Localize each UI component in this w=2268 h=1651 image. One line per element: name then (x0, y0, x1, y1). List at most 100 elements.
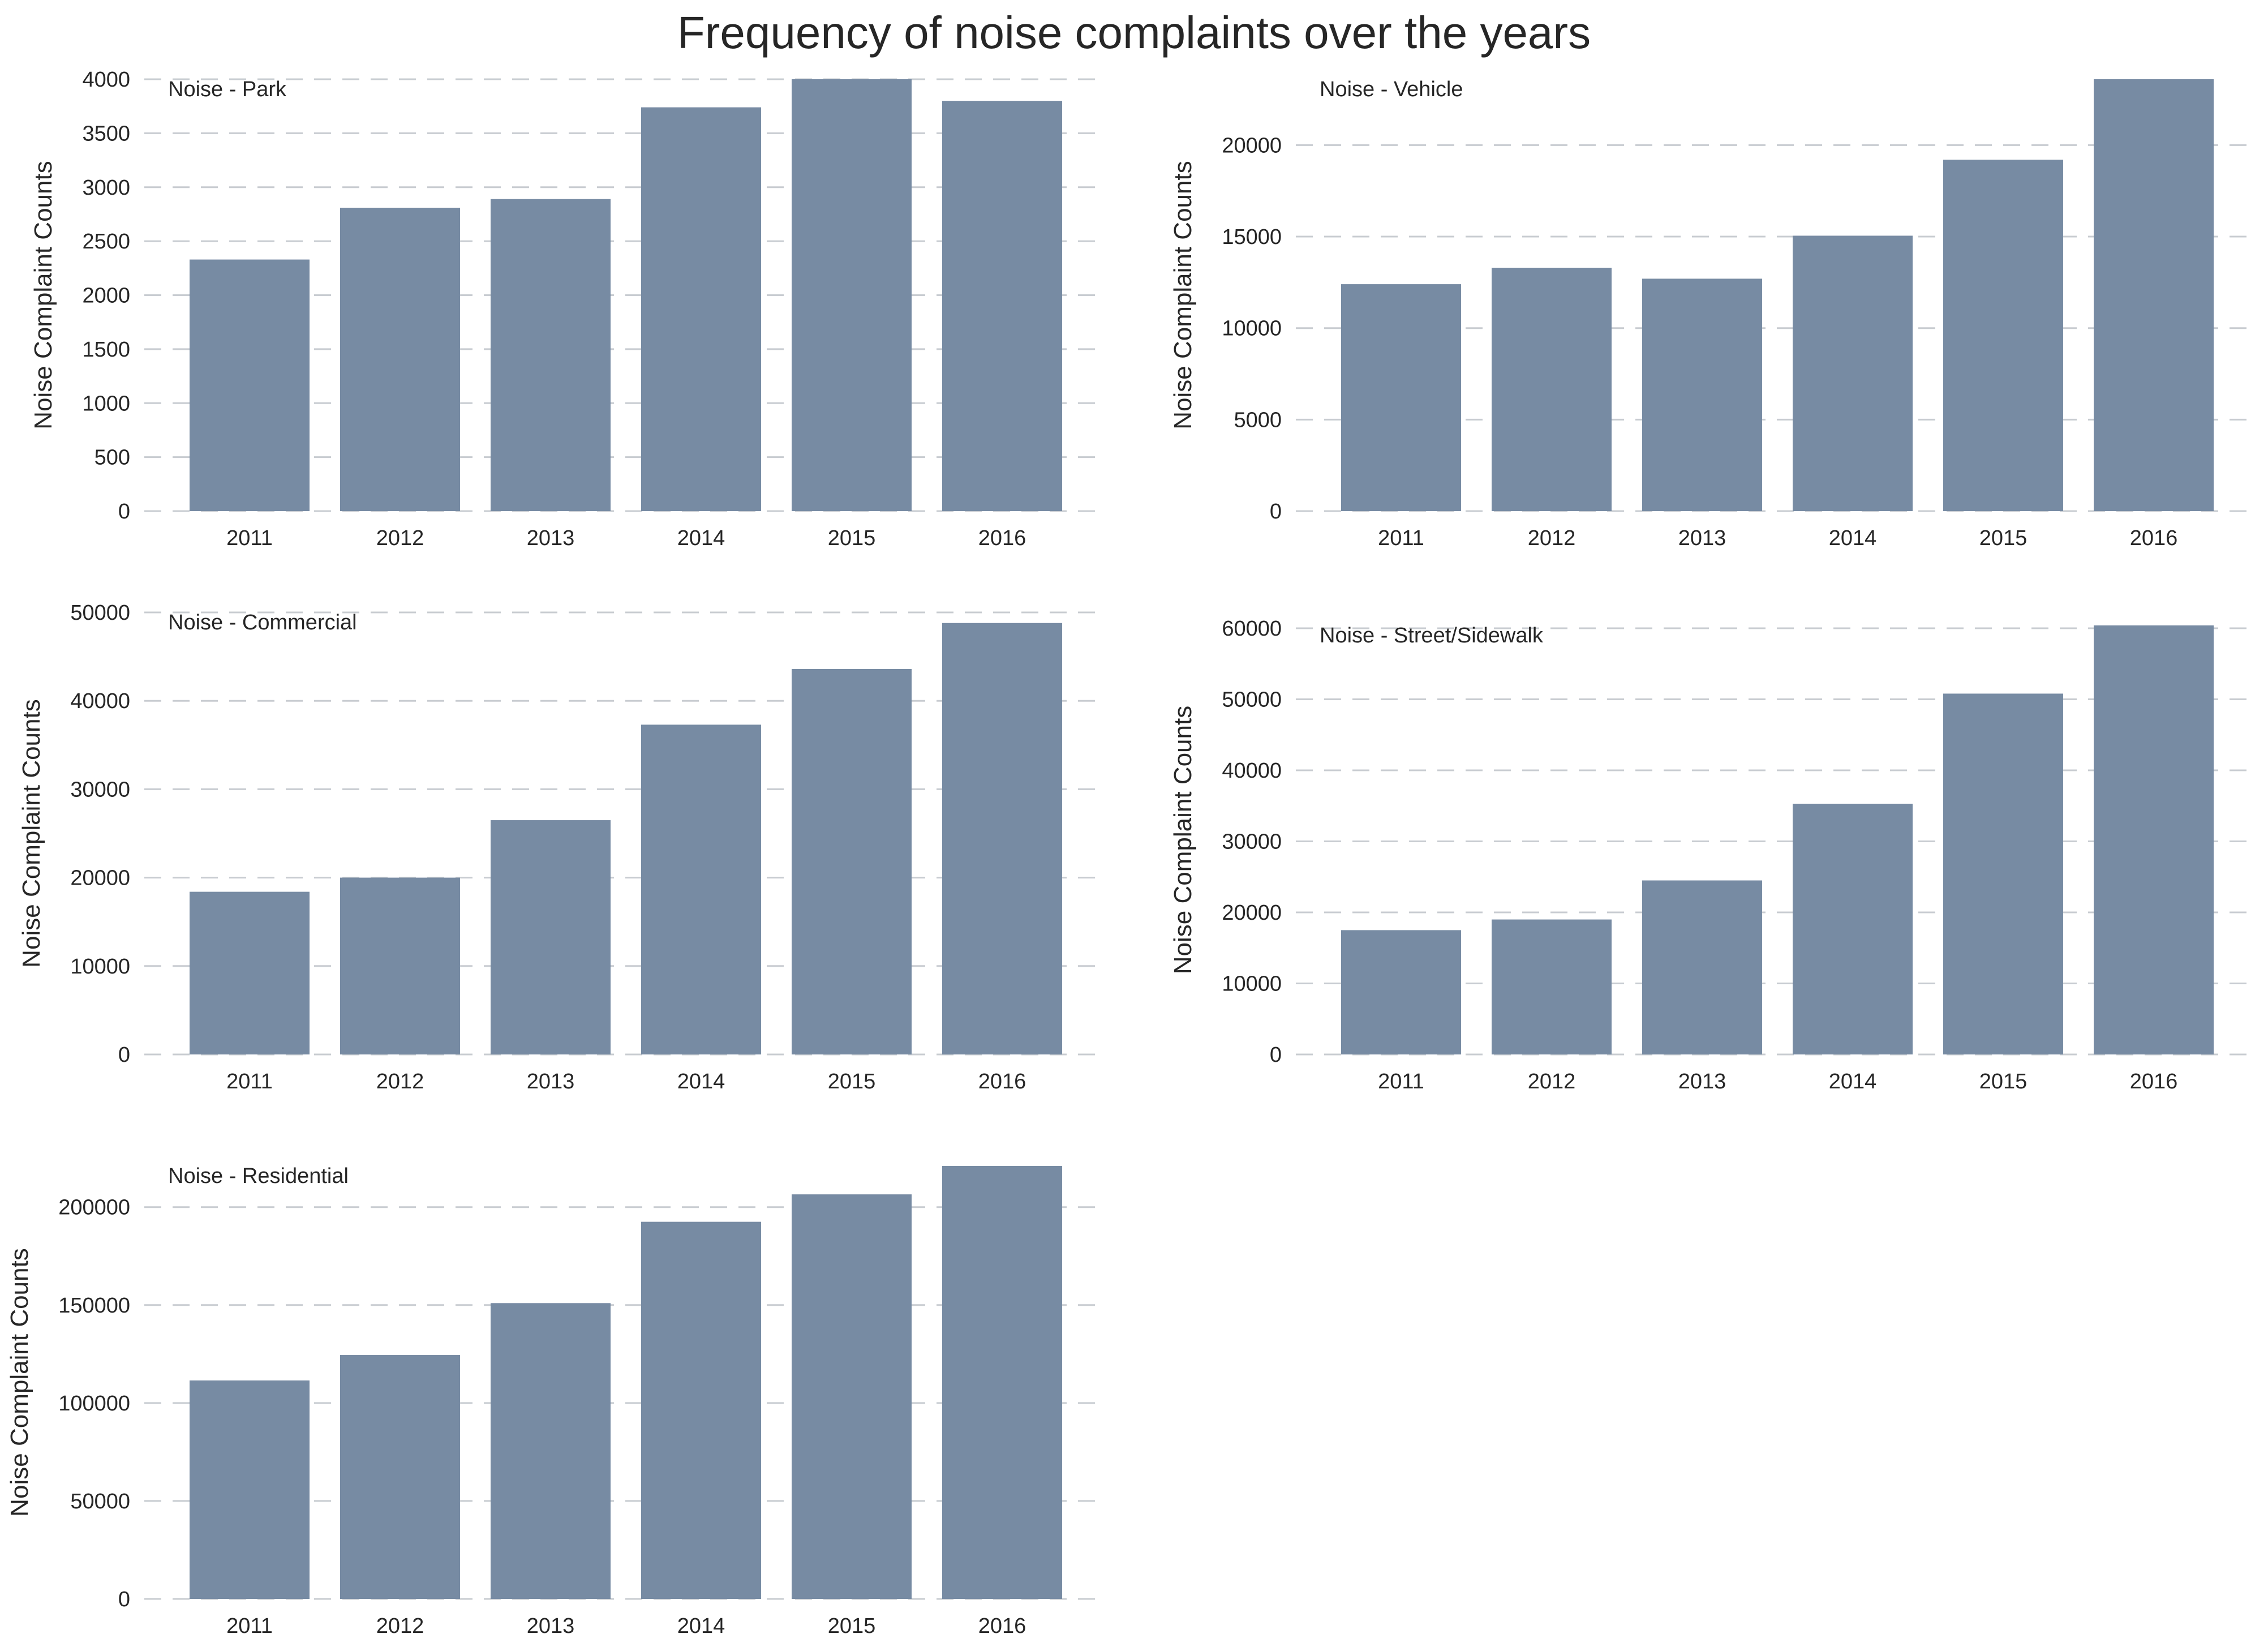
y-axis-label: Noise Complaint Counts (1169, 706, 1197, 974)
panel-title: Noise - Commercial (168, 611, 357, 634)
y-tick-label: 50000 (1222, 688, 1282, 712)
x-tick-label: 2012 (1528, 526, 1576, 550)
x-tick-label: 2011 (226, 1070, 273, 1093)
panel-title: Noise - Street/Sidewalk (1320, 624, 1544, 647)
panel-noise-residential: 2011 2012 2013 2014 2015 2016 0 50000 100000 1500… (6, 1164, 1106, 1638)
bar-2015 (792, 668, 912, 1054)
y-tick-label: 20000 (1222, 901, 1282, 925)
y-tick-label: 2000 (82, 284, 130, 308)
y-tick-label: 50000 (70, 601, 130, 625)
x-tick-label: 2016 (978, 1070, 1026, 1093)
x-tick-label: 2014 (1829, 526, 1877, 550)
bar-2011 (190, 891, 310, 1054)
y-tick-label: 30000 (70, 778, 130, 801)
y-tick-label: 0 (1270, 1043, 1282, 1067)
x-tick-label: 2015 (828, 526, 876, 550)
bar-2012 (1492, 919, 1612, 1054)
bar-2013 (1642, 278, 1762, 511)
bar-2015 (792, 1194, 912, 1599)
bar-2012 (340, 207, 460, 511)
bar-2014 (1793, 803, 1913, 1054)
bar-2011 (1341, 930, 1461, 1054)
x-tick-label: 2013 (527, 1070, 575, 1093)
bar-2012 (340, 1355, 460, 1599)
y-tick-label: 0 (118, 1588, 130, 1611)
y-tick-label: 5000 (1234, 408, 1282, 432)
y-axis-label: Noise Complaint Counts (29, 161, 57, 429)
y-tick-label: 10000 (70, 955, 130, 979)
x-tick-label: 2012 (1528, 1070, 1576, 1093)
y-tick-label: 20000 (70, 867, 130, 890)
bar-2016 (942, 1166, 1062, 1599)
bar-2012 (340, 877, 460, 1054)
y-tick-label: 150000 (58, 1294, 130, 1318)
bar-2016 (2094, 79, 2214, 511)
x-tick-label: 2014 (677, 1070, 725, 1093)
y-tick-label: 30000 (1222, 830, 1282, 854)
bar-2015 (1943, 160, 2063, 511)
x-tick-label: 2011 (1378, 526, 1424, 550)
y-tick-label: 100000 (58, 1392, 130, 1416)
y-axis-label: Noise Complaint Counts (18, 699, 45, 967)
y-axis-label: Noise Complaint Counts (1169, 161, 1197, 429)
y-tick-label: 200000 (58, 1196, 130, 1220)
y-axis-label: Noise Complaint Counts (6, 1248, 33, 1516)
x-tick-label: 2015 (828, 1070, 876, 1093)
x-tick-label: 2015 (1979, 526, 2028, 550)
bar-2011 (190, 259, 310, 511)
bar-2014 (641, 724, 761, 1054)
y-tick-label: 10000 (1222, 317, 1282, 341)
bar-2012 (1492, 268, 1612, 511)
y-tick-label: 2500 (82, 230, 130, 254)
panel-title: Noise - Vehicle (1320, 78, 1463, 101)
y-tick-label: 0 (1270, 500, 1282, 524)
y-tick-label: 20000 (1222, 134, 1282, 157)
bar-2014 (641, 1221, 761, 1599)
y-tick-label: 0 (118, 1043, 130, 1067)
bar-2015 (1943, 693, 2063, 1054)
y-tick-label: 0 (118, 500, 130, 524)
y-tick-label: 10000 (1222, 972, 1282, 996)
panel-title: Noise - Park (168, 78, 287, 101)
x-tick-label: 2011 (226, 526, 273, 550)
x-tick-label: 2016 (2130, 1070, 2178, 1093)
bar-2014 (641, 107, 761, 512)
panel-noise-commercial: 2011 2012 2013 2014 2015 2016 0 10000 20000 30000… (18, 601, 1106, 1093)
x-tick-label: 2015 (828, 1614, 876, 1638)
bar-2011 (190, 1380, 310, 1599)
panel-noise-park: 2011 2012 2013 2014 2015 2016 0 500 1000 1500 2000… (29, 68, 1106, 550)
x-tick-label: 2014 (1829, 1070, 1877, 1093)
bar-2013 (491, 820, 611, 1054)
y-tick-label: 1500 (82, 338, 130, 362)
x-tick-label: 2016 (978, 526, 1026, 550)
y-tick-label: 3500 (82, 122, 130, 145)
x-tick-label: 2016 (978, 1614, 1026, 1638)
x-tick-label: 2012 (376, 526, 424, 550)
x-tick-label: 2014 (677, 526, 725, 550)
y-tick-label: 4000 (82, 68, 130, 92)
x-tick-label: 2012 (376, 1614, 424, 1638)
bar-2011 (1341, 284, 1461, 511)
x-tick-label: 2011 (1378, 1070, 1424, 1093)
bar-2016 (2094, 625, 2214, 1054)
bar-2013 (491, 199, 611, 511)
x-tick-label: 2013 (527, 1614, 575, 1638)
x-tick-label: 2015 (1979, 1070, 2028, 1093)
bar-2013 (1642, 880, 1762, 1054)
panel-noise-street-sidewalk: 2011 2012 2013 2014 2015 2016 0 10000 20000 30000… (1169, 617, 2258, 1093)
y-tick-label: 1000 (82, 392, 130, 415)
x-tick-label: 2016 (2130, 526, 2178, 550)
x-tick-label: 2011 (226, 1614, 273, 1638)
y-tick-label: 40000 (70, 689, 130, 713)
x-tick-label: 2013 (527, 526, 575, 550)
panel-title: Noise - Residential (168, 1164, 349, 1188)
y-tick-label: 50000 (70, 1490, 130, 1513)
y-tick-label: 40000 (1222, 759, 1282, 783)
y-tick-label: 60000 (1222, 617, 1282, 641)
bar-2016 (942, 101, 1062, 511)
y-tick-label: 15000 (1222, 225, 1282, 249)
bar-2014 (1793, 235, 1913, 511)
y-tick-label: 3000 (82, 176, 130, 200)
x-tick-label: 2013 (1678, 526, 1726, 550)
